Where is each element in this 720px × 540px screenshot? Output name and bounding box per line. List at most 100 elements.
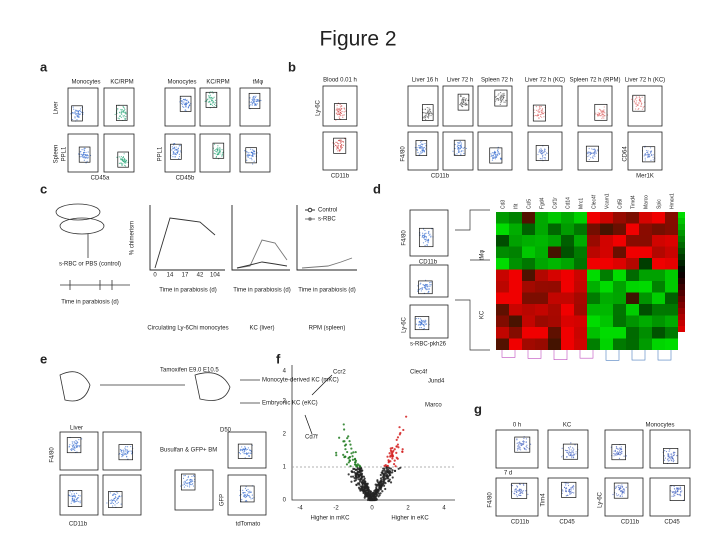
event-dot [215,149,217,151]
event-dot [542,151,544,154]
event-dot [428,288,431,290]
event-dot [460,150,463,152]
event-dot [568,490,570,492]
gene-point [350,470,354,473]
event-dot [461,105,463,107]
event-dot [424,321,426,323]
event-dot [537,110,539,113]
event-dot [185,479,188,481]
event-dot [422,242,425,244]
event-dot [119,453,121,455]
tick-label: 42 [197,273,204,279]
heatmap-cell [665,269,678,281]
heatmap-cell [587,281,600,293]
event-dot [603,111,605,113]
event-dot [675,492,677,495]
event-dot [496,153,498,155]
event-dot [122,111,125,113]
heatmap-cell [535,304,548,316]
event-dot [619,485,622,487]
event-dot [598,113,601,116]
event-dot [673,454,676,456]
event-dot [621,486,623,488]
event-dot [86,154,89,156]
flow-plot [477,131,513,171]
heatmap-cell [626,292,639,304]
event-dot [525,445,527,447]
event-dot [459,95,462,98]
event-dot [462,147,464,149]
heatmap-cell [613,338,626,350]
gate [561,481,577,498]
event-dot [213,103,216,105]
plot-frame [495,429,539,469]
event-dot [621,491,623,493]
heatmap-cell [522,315,535,327]
event-dot [72,106,74,108]
scale-step [678,320,685,326]
event-dot [502,99,504,101]
axis-label: Time in parabiosis (d) [159,288,216,294]
event-dot [206,99,208,101]
event-dot [565,487,568,489]
gene-point [352,451,355,454]
axis-label: CD45a [91,176,110,182]
event-dot [614,454,617,456]
event-dot [249,97,251,99]
event-dot [666,459,669,461]
gene-point [386,470,389,474]
column-header: Monocytes [645,423,674,429]
event-dot [673,459,675,462]
event-dot [76,451,78,453]
event-dot [613,450,615,452]
event-dot [252,152,254,154]
gene-point [371,495,374,499]
event-dot [596,149,599,151]
event-dot [244,448,246,450]
gene-point [388,478,391,481]
event-dot [497,97,499,100]
event-dot [534,114,537,117]
event-dot [179,144,181,147]
gene-point [377,488,380,492]
event-dot [215,155,218,158]
heatmap-cell [548,246,561,258]
event-dot [463,103,465,106]
event-dot [427,113,429,115]
event-dot [116,156,118,158]
event-dot [663,455,665,457]
event-dot [633,101,636,103]
branch [553,350,568,360]
gene-point [356,468,359,471]
event-dot [123,453,125,455]
event-dot [419,288,421,290]
scale-step [678,296,685,302]
heatmap-cell [613,327,626,339]
event-dot [538,150,540,152]
gate [453,139,466,156]
event-dot [340,112,343,115]
event-dot [618,488,620,490]
event-dot [242,489,244,491]
event-dot [70,449,73,452]
event-dot [569,488,571,490]
event-dot [123,164,126,166]
gene-label: Csf1r [552,197,558,209]
event-dot [500,97,502,99]
axis-label: Time in parabiosis (d) [298,288,355,294]
gene-point [363,480,367,483]
heatmap-cell [522,246,535,258]
event-dot [76,442,78,444]
event-dot [615,452,617,454]
heatmap-cell [613,281,626,293]
gene-point [388,467,391,470]
event-dot [594,155,596,157]
event-dot [125,115,127,118]
event-dot [672,461,675,463]
event-dot [249,449,251,451]
axis-label: F4/80 [402,230,408,246]
event-dot [218,148,220,150]
event-dot [112,505,114,507]
plot-frame [59,431,99,471]
